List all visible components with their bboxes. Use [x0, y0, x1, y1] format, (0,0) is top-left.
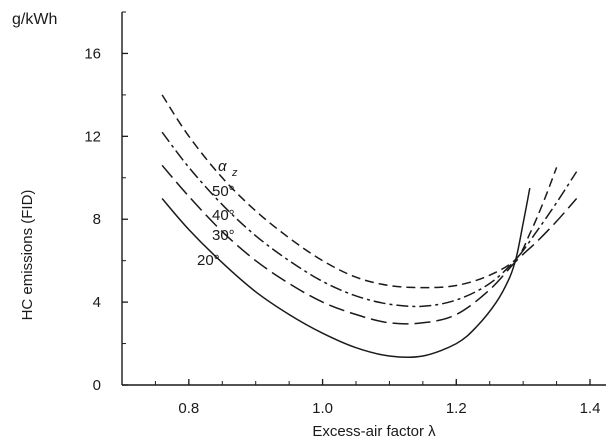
labels: g/kWh HC emissions (FID) Excess-air fact… [12, 11, 436, 440]
series-label-2: 30° [212, 227, 235, 244]
x-tick-label: 1.4 [580, 400, 601, 417]
x-tick-label: 0.8 [178, 400, 199, 417]
ticks: 0.8 1.0 1.2 1.4 0 4 8 12 16 [84, 11, 601, 417]
axes [121, 12, 606, 386]
curves: 50° 40° 30° 20° [161, 94, 578, 359]
series-label-3: 20° [197, 252, 220, 269]
legend-title-subscript: z [231, 167, 238, 179]
x-tick-label: 1.2 [446, 400, 467, 417]
legend-title-symbol: α [218, 158, 227, 175]
series-label-1: 40° [212, 207, 235, 224]
y-tick-label: 4 [93, 294, 101, 311]
series-line-0 [161, 94, 558, 289]
y-axis-label: HC emissions (FID) [19, 190, 36, 321]
x-tick-label: 1.0 [312, 400, 333, 417]
x-axis-label: Excess-air factor λ [312, 423, 436, 440]
y-tick-label: 8 [93, 211, 101, 228]
legend-title: α z [218, 158, 238, 179]
y-tick-label: 16 [84, 45, 101, 62]
series-line-3 [161, 187, 531, 359]
series-label-0: 50° [212, 183, 235, 200]
unit-label: g/kWh [12, 11, 57, 28]
y-tick-label: 12 [84, 128, 101, 145]
series-line-2 [161, 164, 578, 325]
y-tick-label: 0 [93, 377, 101, 394]
